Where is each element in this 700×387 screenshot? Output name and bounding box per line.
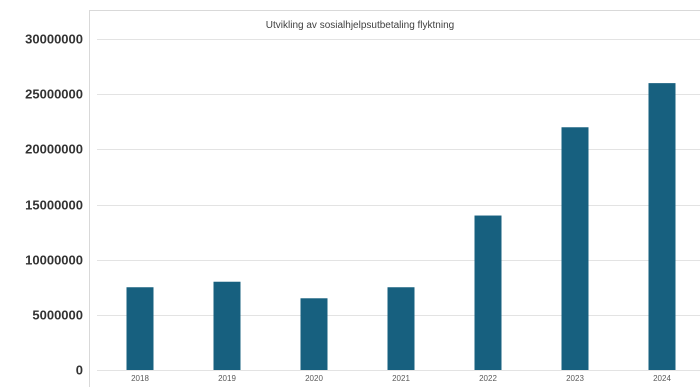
chart-title: Utvikling av sosialhjelpsutbetaling flyk… <box>266 20 454 31</box>
y-tick-label: 10000000 <box>25 253 83 268</box>
bar-2022 <box>474 215 502 370</box>
bar-2021 <box>387 287 415 370</box>
y-tick-label: 20000000 <box>25 142 83 157</box>
bar-2020 <box>300 298 328 370</box>
chart-frame <box>89 10 700 387</box>
bar-2024 <box>648 83 676 370</box>
y-tick-label: 15000000 <box>25 198 83 213</box>
bars <box>126 83 676 371</box>
x-tick-label: 2018 <box>131 374 149 383</box>
y-tick-label: 5000000 <box>32 308 83 323</box>
x-tick-label: 2021 <box>392 374 410 383</box>
y-tick-label: 25000000 <box>25 87 83 102</box>
bar-2023 <box>561 127 589 371</box>
x-tick-label: 2022 <box>479 374 497 383</box>
x-tick-label: 2019 <box>218 374 236 383</box>
x-tick-label: 2024 <box>653 374 671 383</box>
bar-2018 <box>126 287 154 370</box>
bar-2019 <box>213 281 241 370</box>
y-tick-label: 30000000 <box>25 32 83 47</box>
x-tick-label: 2020 <box>305 374 323 383</box>
y-tick-label: 0 <box>76 363 83 378</box>
x-tick-label: 2023 <box>566 374 584 383</box>
y-axis: 0 5000000 10000000 15000000 20000000 25000000… <box>25 32 83 378</box>
x-axis: 2018 2019 2020 2021 2022 2023 2024 <box>131 374 671 383</box>
